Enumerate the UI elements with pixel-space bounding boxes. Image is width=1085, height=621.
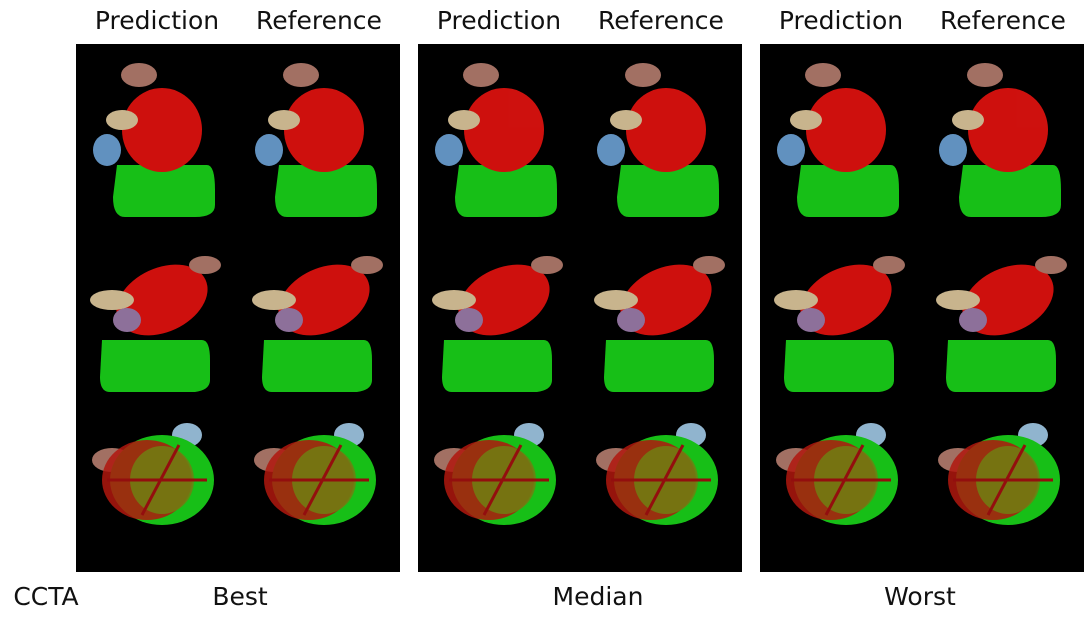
chamber [255,134,283,166]
vessel [610,110,642,130]
chamber [113,308,141,332]
atrium [464,88,544,172]
ventricle [959,165,1061,217]
vessel [268,110,300,130]
ventricle [784,340,894,392]
chamber [959,308,987,332]
page: {"row_label": "CCTA", "groups": [ {"labe… [0,0,1085,617]
chamber [275,308,303,332]
chamber [777,134,805,166]
chamber [939,134,967,166]
vessel [952,110,984,130]
view-header: Prediction [779,6,903,35]
ventricle [442,340,552,392]
chamber [455,308,483,332]
appendage [873,256,905,274]
atrium [284,88,364,172]
chamber [797,308,825,332]
ventricle [604,340,714,392]
appendage [531,256,563,274]
appendage [283,63,319,87]
group-label: Median [553,582,644,611]
vessel [90,290,134,310]
group-label: Best [212,582,268,611]
ventricle [455,165,557,217]
chamber [93,134,121,166]
row-label: CCTA [13,582,78,611]
appendage [805,63,841,87]
vessel [774,290,818,310]
view-header: Reference [256,6,382,35]
ventricle [262,340,372,392]
view-header: Reference [940,6,1066,35]
group-label: Worst [884,582,956,611]
appendage [1035,256,1067,274]
vessel [448,110,480,130]
vessel [432,290,476,310]
chamber [617,308,645,332]
atrium [968,88,1048,172]
atrium [122,88,202,172]
appendage [121,63,157,87]
chamber [597,134,625,166]
vessel [936,290,980,310]
appendage [463,63,499,87]
view-header: Prediction [437,6,561,35]
appendage [967,63,1003,87]
appendage [693,256,725,274]
vessel [252,290,296,310]
view-header: Reference [598,6,724,35]
vessel [790,110,822,130]
appendage [625,63,661,87]
ventricle [100,340,210,392]
figure: CCTA Best Prediction Reference Median Predic… [0,0,1085,617]
vessel [594,290,638,310]
atrium [806,88,886,172]
atrium [626,88,706,172]
ventricle [797,165,899,217]
view-header: Prediction [95,6,219,35]
chamber [435,134,463,166]
ventricle [113,165,215,217]
vessel [106,110,138,130]
appendage [351,256,383,274]
appendage [189,256,221,274]
ventricle [617,165,719,217]
ventricle [275,165,377,217]
ventricle [946,340,1056,392]
